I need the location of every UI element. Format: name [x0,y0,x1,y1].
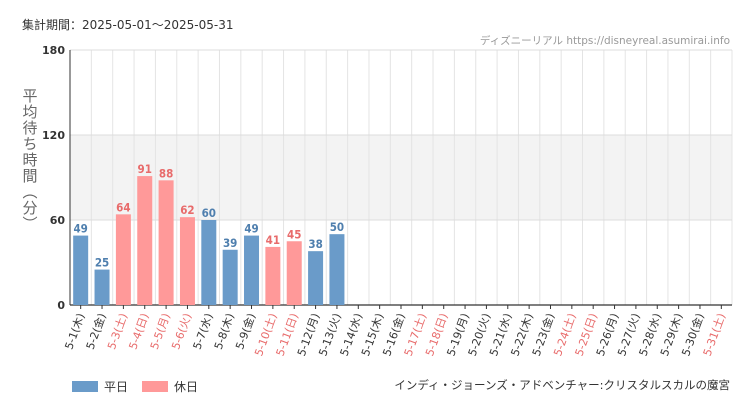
bar [73,235,89,305]
data-label: 25 [95,256,109,270]
bar [222,249,238,305]
shaded-band [70,135,732,220]
bar [115,214,131,305]
data-label: 64 [116,200,130,214]
data-label: 41 [266,233,280,247]
data-label: 91 [138,162,152,176]
bar [286,241,302,305]
y-tick-label: 0 [57,299,65,312]
y-tick-label: 180 [42,44,65,57]
y-axis-label: 平均待ち時間（分） [20,88,39,232]
legend-holiday[interactable]: 休日 [142,378,198,395]
legend-holiday-swatch [142,381,169,392]
bar [244,235,260,305]
data-label: 60 [202,206,216,220]
data-label: 49 [73,222,87,236]
bar [265,246,281,305]
data-label: 38 [308,237,322,251]
bar [201,220,217,305]
bar [329,234,345,305]
bar [137,176,153,305]
legend: 平日 休日 [72,378,198,395]
site-credit: ディズニーリアル https://disneyreal.asumirai.inf… [479,35,730,47]
legend-holiday-label: 休日 [174,380,199,394]
attraction-name: インディ・ジョーンズ・アドベンチャー:クリスタルスカルの魔宮 [394,378,730,392]
data-label: 45 [287,227,301,241]
y-axis-label-wrap: 平均待ち時間（分） [18,60,42,260]
bar [158,180,174,305]
legend-weekday[interactable]: 平日 [72,378,128,395]
bar [308,251,324,305]
bar [94,269,110,305]
data-label: 39 [223,236,237,250]
data-label: 62 [180,203,194,217]
legend-weekday-label: 平日 [104,380,129,394]
data-label: 49 [244,222,258,236]
data-label: 50 [330,220,344,234]
y-tick-label: 60 [50,214,66,227]
collection-period: 集計期間：2025-05-01〜2025-05-31 [22,18,234,32]
data-label: 88 [159,166,173,180]
y-tick-label: 120 [42,129,65,142]
legend-weekday-swatch [72,381,98,392]
bar [179,217,195,305]
